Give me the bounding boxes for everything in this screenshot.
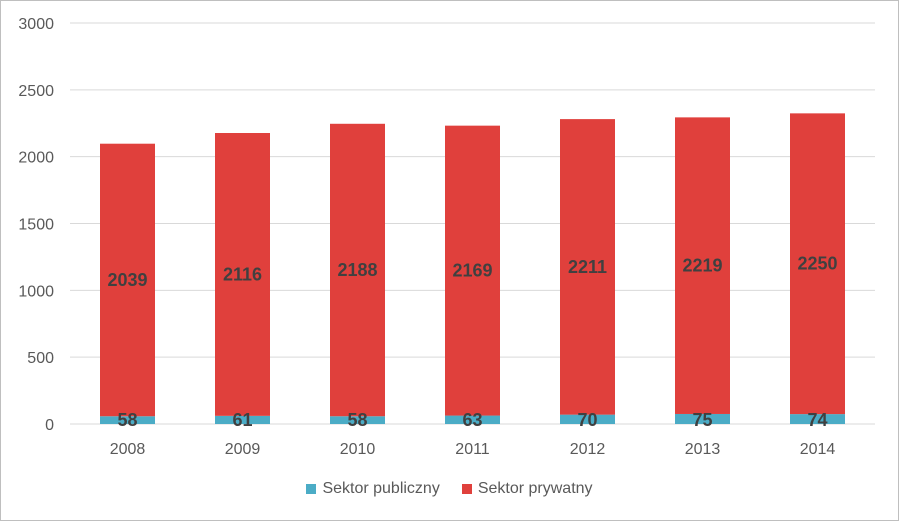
gridlines	[70, 22, 875, 425]
bars	[100, 113, 845, 424]
x-tick-label: 2010	[340, 441, 376, 458]
x-tick-label: 2014	[800, 441, 836, 458]
legend-swatch-public	[306, 484, 317, 494]
data-label-private: 2211	[568, 257, 607, 277]
data-label-private: 2219	[682, 256, 722, 276]
bar-private	[330, 123, 385, 417]
x-tick-label: 2008	[110, 441, 146, 458]
bar-public	[790, 414, 845, 424]
x-axis: 2008 2009 2010 2011 2012 2013 2014	[110, 441, 836, 458]
y-axis: 0 500 1000 1500 2000 2500 3000	[18, 16, 54, 434]
bar-public	[675, 413, 730, 424]
x-tick-label: 2012	[570, 441, 606, 458]
data-label-private: 2250	[797, 254, 837, 274]
legend-item-private: Sektor prywatny	[461, 480, 593, 498]
y-tick-label: 3000	[18, 16, 54, 33]
data-label-public: 75	[692, 410, 712, 430]
legend-label-public: Sektor publiczny	[322, 480, 440, 497]
bar-public	[445, 415, 500, 424]
y-tick-label: 1500	[18, 217, 54, 234]
y-tick-label: 1000	[18, 283, 54, 300]
data-label-private: 2188	[337, 260, 377, 280]
x-tick-label: 2013	[685, 441, 721, 458]
bar-private	[560, 119, 615, 415]
bar-private	[790, 113, 845, 415]
data-labels: 58 2039 61 2116 58 2188 63 2169 70 2211 75 2219 74 22…	[107, 254, 837, 430]
y-tick-label: 500	[27, 350, 54, 367]
legend-swatch-private	[461, 484, 472, 494]
data-label-public: 63	[462, 410, 482, 430]
bar-public	[560, 414, 615, 424]
bar-private	[215, 133, 270, 416]
data-label-private: 2116	[223, 264, 262, 284]
y-tick-label: 2500	[18, 83, 54, 100]
data-label-public: 74	[807, 410, 827, 430]
y-tick-label: 2000	[18, 150, 54, 167]
legend-label-private: Sektor prywatny	[477, 480, 593, 497]
bar-public	[215, 415, 270, 424]
data-label-public: 61	[232, 410, 252, 430]
data-label-public: 58	[117, 410, 137, 430]
bar-public	[100, 416, 155, 424]
data-label-private: 2039	[107, 270, 147, 290]
legend: Sektor publiczny Sektor prywatny	[0, 480, 899, 498]
bar-private	[100, 143, 155, 417]
data-label-public: 58	[347, 410, 367, 430]
legend-item-public: Sektor publiczny	[306, 480, 440, 498]
bar-public	[330, 416, 385, 424]
y-tick-label: 0	[45, 417, 54, 434]
bar-private	[675, 117, 730, 414]
x-tick-label: 2011	[455, 441, 490, 458]
x-tick-label: 2009	[225, 441, 261, 458]
data-label-public: 70	[577, 410, 597, 430]
bar-private	[445, 125, 500, 416]
data-label-private: 2169	[452, 261, 492, 281]
